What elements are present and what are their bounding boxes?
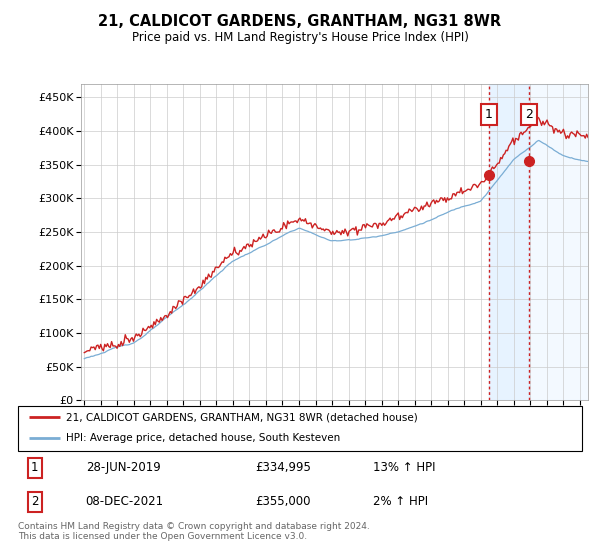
- Text: Price paid vs. HM Land Registry's House Price Index (HPI): Price paid vs. HM Land Registry's House …: [131, 31, 469, 44]
- Text: 1: 1: [485, 108, 493, 121]
- Text: 28-JUN-2019: 28-JUN-2019: [86, 461, 160, 474]
- Bar: [529, 84, 593, 400]
- Text: Contains HM Land Registry data © Crown copyright and database right 2024.
This d: Contains HM Land Registry data © Crown c…: [18, 522, 370, 542]
- Text: £334,995: £334,995: [255, 461, 311, 474]
- Text: 21, CALDICOT GARDENS, GRANTHAM, NG31 8WR (detached house): 21, CALDICOT GARDENS, GRANTHAM, NG31 8WR…: [66, 412, 418, 422]
- Text: 2: 2: [31, 496, 38, 508]
- Text: 08-DEC-2021: 08-DEC-2021: [86, 496, 164, 508]
- Text: 2% ↑ HPI: 2% ↑ HPI: [373, 496, 428, 508]
- Text: 1: 1: [31, 461, 38, 474]
- Text: 13% ↑ HPI: 13% ↑ HPI: [373, 461, 436, 474]
- Bar: [489, 84, 529, 400]
- Text: HPI: Average price, detached house, South Kesteven: HPI: Average price, detached house, Sout…: [66, 433, 340, 444]
- Text: £355,000: £355,000: [255, 496, 310, 508]
- FancyBboxPatch shape: [18, 406, 582, 451]
- Text: 2: 2: [525, 108, 533, 121]
- Text: 21, CALDICOT GARDENS, GRANTHAM, NG31 8WR: 21, CALDICOT GARDENS, GRANTHAM, NG31 8WR: [98, 14, 502, 29]
